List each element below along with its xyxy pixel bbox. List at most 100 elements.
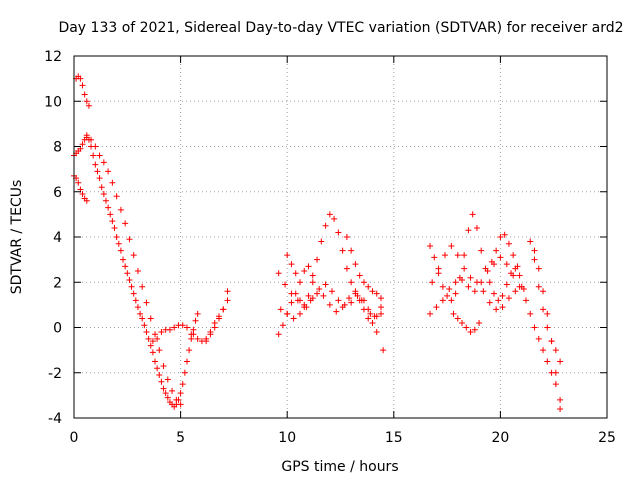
- data-point: [113, 193, 120, 200]
- data-point: [348, 247, 355, 254]
- data-point: [322, 281, 329, 288]
- data-point: [149, 338, 156, 345]
- data-point: [292, 270, 299, 277]
- data-point: [124, 270, 131, 277]
- data-point: [111, 224, 118, 231]
- data-point: [356, 272, 363, 279]
- data-point: [83, 98, 90, 105]
- data-point: [154, 365, 161, 372]
- data-point: [316, 286, 323, 293]
- data-point: [427, 310, 434, 317]
- data-point: [100, 191, 107, 198]
- data-point: [105, 204, 112, 211]
- data-point: [294, 297, 301, 304]
- data-point: [120, 256, 127, 263]
- data-point: [557, 396, 564, 403]
- data-point: [439, 283, 446, 290]
- data-point: [288, 290, 295, 297]
- data-point: [92, 143, 99, 150]
- x-tick-label: 0: [70, 430, 79, 446]
- series-trace-15: [429, 243, 519, 313]
- data-point: [77, 75, 84, 82]
- data-point: [510, 272, 517, 279]
- data-point: [459, 319, 466, 326]
- y-tick-label: 12: [44, 49, 62, 65]
- data-point: [557, 358, 564, 365]
- data-point: [535, 283, 542, 290]
- data-point: [552, 347, 559, 354]
- data-point: [156, 372, 163, 379]
- data-point: [81, 91, 88, 98]
- data-point: [117, 206, 124, 213]
- data-point: [115, 240, 122, 247]
- data-point: [181, 369, 188, 376]
- y-axis-label: SDTVAR / TECUs: [9, 180, 25, 295]
- data-point: [503, 261, 510, 268]
- data-point: [130, 290, 137, 297]
- data-point: [501, 231, 508, 238]
- data-point: [335, 229, 342, 236]
- data-point: [224, 297, 231, 304]
- data-point: [158, 378, 165, 385]
- data-point: [495, 297, 502, 304]
- data-point: [488, 258, 495, 265]
- y-tick-label: -4: [48, 411, 62, 427]
- data-point: [486, 279, 493, 286]
- data-point: [343, 234, 350, 240]
- data-point: [169, 387, 176, 394]
- data-point: [522, 297, 529, 304]
- data-point: [473, 224, 480, 231]
- plot-frame: [73, 55, 608, 419]
- data-point: [102, 197, 109, 204]
- data-point: [303, 304, 310, 311]
- data-points: [71, 73, 564, 412]
- series-trace-19: [518, 283, 564, 403]
- data-point: [343, 265, 350, 272]
- data-point: [461, 265, 468, 272]
- data-point: [452, 290, 459, 297]
- data-point: [471, 288, 478, 295]
- data-point: [557, 405, 564, 412]
- data-point: [471, 326, 478, 333]
- data-point: [149, 349, 156, 356]
- data-point: [132, 297, 139, 304]
- data-point: [467, 274, 474, 281]
- data-point: [365, 306, 372, 313]
- data-point: [535, 335, 542, 342]
- data-point: [348, 299, 355, 306]
- data-point: [147, 315, 154, 322]
- data-point: [94, 168, 101, 175]
- data-point: [429, 279, 436, 286]
- data-point: [309, 295, 316, 302]
- series-trace-13: [427, 211, 527, 304]
- series-trace-17: [488, 231, 521, 270]
- data-point: [540, 306, 547, 313]
- data-point: [505, 240, 512, 247]
- data-point: [548, 369, 555, 376]
- data-point: [497, 254, 504, 261]
- series-trace-3: [71, 172, 90, 204]
- data-point: [378, 295, 385, 302]
- series-trace-20: [531, 256, 564, 365]
- data-point: [320, 292, 327, 299]
- x-tick-labels: 0 5 10 15 20 25: [70, 430, 616, 446]
- data-point: [333, 308, 340, 315]
- data-point: [305, 263, 312, 270]
- data-point: [448, 297, 455, 304]
- data-point: [335, 297, 342, 304]
- data-point: [540, 347, 547, 354]
- data-point: [277, 306, 284, 313]
- data-point: [122, 220, 129, 227]
- data-point: [139, 283, 146, 290]
- data-point: [107, 211, 114, 218]
- data-point: [179, 381, 186, 388]
- data-point: [354, 292, 361, 299]
- x-tick-label: 25: [598, 430, 616, 446]
- data-point: [160, 385, 167, 392]
- series-trace-12: [343, 234, 385, 302]
- data-point: [544, 358, 551, 365]
- x-tick-label: 5: [176, 430, 185, 446]
- data-point: [143, 299, 150, 306]
- data-point: [79, 82, 86, 89]
